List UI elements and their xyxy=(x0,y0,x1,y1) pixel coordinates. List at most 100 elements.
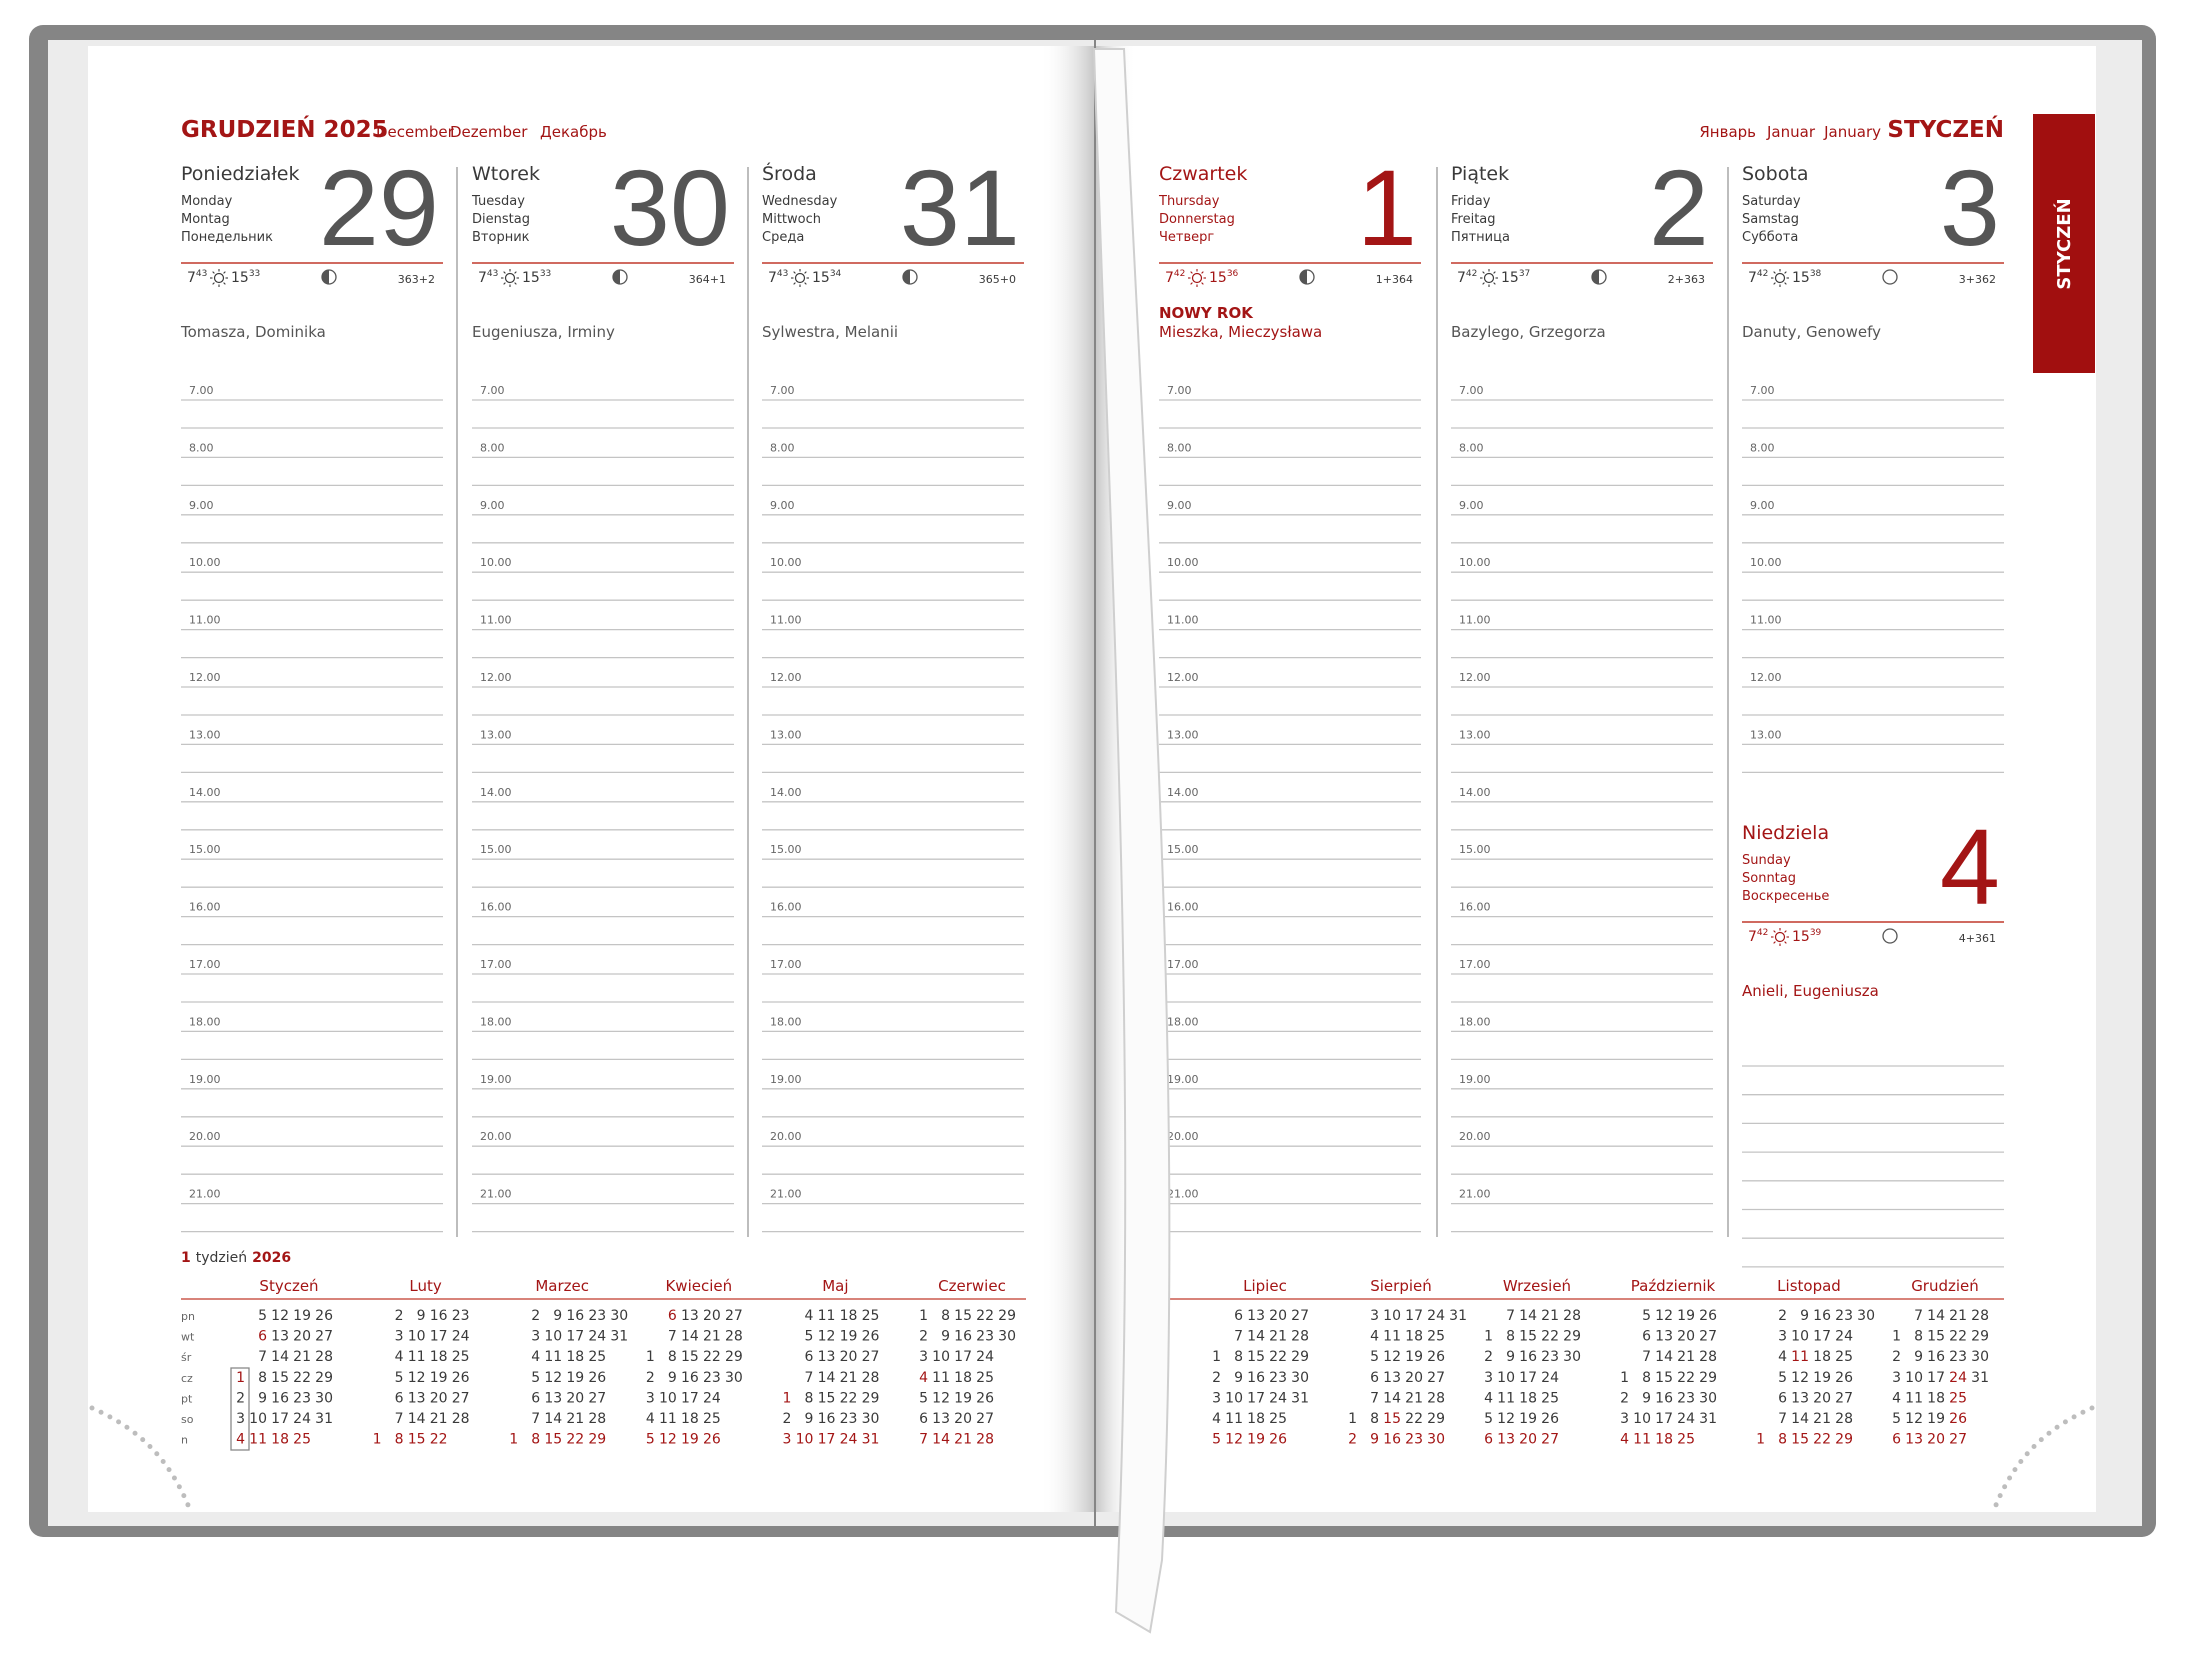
calendar-day: 17 xyxy=(566,1329,584,1345)
sunset-minute: 39 xyxy=(1810,928,1822,938)
weekday-translation: Monday xyxy=(181,194,233,209)
day-count: 4+361 xyxy=(1959,932,1996,945)
calendar-day: 14 xyxy=(544,1411,562,1427)
calendar-day: 22 xyxy=(1541,1329,1559,1345)
weekday-translation: Saturday xyxy=(1742,194,1801,209)
calendar-day: 4 xyxy=(1212,1411,1221,1427)
calendar-day: 11 xyxy=(1791,1349,1809,1365)
calendar-day: 20 xyxy=(954,1411,972,1427)
calendar-day: 20 xyxy=(1519,1432,1537,1448)
sunrise-minute: 42 xyxy=(1757,269,1768,279)
sun-times: 742 1538 xyxy=(1748,269,1822,286)
hour-label: 16.00 xyxy=(480,901,512,914)
sunrise-minute: 43 xyxy=(196,269,207,279)
calendar-day: 19 xyxy=(840,1329,858,1345)
weekday-translation: Samstag xyxy=(1742,212,1799,227)
calendar-day: 12 xyxy=(1905,1411,1923,1427)
calendar-day: 15 xyxy=(818,1390,836,1406)
calendar-day: 22 xyxy=(430,1432,448,1448)
weekday-translation: Freitag xyxy=(1451,212,1496,227)
calendar-day: 16 xyxy=(681,1370,699,1386)
hour-label: 12.00 xyxy=(1167,671,1199,684)
calendar-day: 17 xyxy=(1813,1329,1831,1345)
calendar-day: 22 xyxy=(293,1370,311,1386)
month-name: Wrzesień xyxy=(1503,1277,1571,1295)
weekday-translation: Montag xyxy=(181,212,230,227)
calendar-day: 12 xyxy=(659,1432,677,1448)
moon-shade xyxy=(613,270,620,284)
calendar-day: 18 xyxy=(271,1432,289,1448)
calendar-day: 13 xyxy=(1655,1329,1673,1345)
calendar-day: 8 xyxy=(668,1349,677,1365)
sunset-minute: 34 xyxy=(830,269,842,279)
hour-label: 19.00 xyxy=(189,1073,221,1086)
hour-label: 10.00 xyxy=(1750,556,1782,569)
calendar-day: 1 xyxy=(782,1390,791,1406)
calendar-day: 27 xyxy=(1835,1390,1853,1406)
calendar-day: 19 xyxy=(1927,1411,1945,1427)
calendar-day: 5 xyxy=(1484,1411,1493,1427)
calendar-day: 14 xyxy=(932,1432,950,1448)
calendar-day: 18 xyxy=(1247,1411,1265,1427)
calendar-day: 3 xyxy=(1212,1390,1221,1406)
hour-label: 11.00 xyxy=(770,614,802,627)
month-name: Maj xyxy=(822,1277,848,1295)
calendar-day: 15 xyxy=(1791,1432,1809,1448)
month-title: STYCZEŃ xyxy=(1887,115,2004,143)
name-days: Danuty, Genowefy xyxy=(1742,323,1881,341)
hour-label: 17.00 xyxy=(770,958,802,971)
calendar-day: 19 xyxy=(1247,1432,1265,1448)
calendar-day: 19 xyxy=(430,1370,448,1386)
calendar-day: 21 xyxy=(840,1370,858,1386)
calendar-day: 31 xyxy=(610,1329,628,1345)
calendar-day: 9 xyxy=(1800,1308,1809,1324)
hour-label: 8.00 xyxy=(189,441,214,454)
calendar-day: 31 xyxy=(1291,1390,1309,1406)
holiday: NOWY ROK xyxy=(1159,304,1254,322)
calendar-day: 3 xyxy=(1892,1370,1901,1386)
calendar-day: 7 xyxy=(1234,1329,1243,1345)
day-count: 363+2 xyxy=(398,273,435,286)
weekday-translation: Dienstag xyxy=(472,212,530,227)
hour-label: 18.00 xyxy=(189,1015,221,1028)
hour-label: 12.00 xyxy=(1459,671,1491,684)
calendar-day: 4 xyxy=(1370,1329,1379,1345)
calendar-day: 9 xyxy=(1370,1432,1379,1448)
calendar-day: 15 xyxy=(408,1432,426,1448)
calendar-day: 4 xyxy=(1778,1349,1787,1365)
hour-label: 20.00 xyxy=(1459,1130,1491,1143)
hour-label: 14.00 xyxy=(480,786,512,799)
calendar-day: 17 xyxy=(1655,1411,1673,1427)
calendar-day: 13 xyxy=(932,1411,950,1427)
weekday-translation: Friday xyxy=(1451,194,1491,209)
sunset-hour: 15 xyxy=(1792,270,1810,286)
calendar-day: 6 xyxy=(919,1411,928,1427)
calendar-day: 27 xyxy=(588,1390,606,1406)
hour-label: 15.00 xyxy=(1459,843,1491,856)
month-title: GRUDZIEŃ 2025 xyxy=(181,115,388,143)
calendar-day: 31 xyxy=(862,1432,880,1448)
hour-label: 7.00 xyxy=(1750,384,1775,397)
calendar-day: 16 xyxy=(1519,1349,1537,1365)
calendar-day: 6 xyxy=(668,1308,677,1324)
calendar-day: 14 xyxy=(681,1329,699,1345)
calendar-day: 21 xyxy=(1677,1349,1695,1365)
calendar-day: 15 xyxy=(1519,1329,1537,1345)
sun-icon xyxy=(1483,272,1495,284)
hour-label: 11.00 xyxy=(1459,614,1491,627)
calendar-day: 10 xyxy=(1633,1411,1651,1427)
calendar-day: 28 xyxy=(315,1349,333,1365)
hour-label: 13.00 xyxy=(1750,728,1782,741)
calendar-day: 22 xyxy=(703,1349,721,1365)
sun-ray xyxy=(1784,282,1787,285)
sun-times: 742 1536 xyxy=(1165,269,1239,286)
calendar-day: 22 xyxy=(1813,1432,1831,1448)
calendar-day: 23 xyxy=(293,1390,311,1406)
calendar-day: 2 xyxy=(646,1370,655,1386)
weekday: Poniedziałek xyxy=(181,163,299,185)
calendar-day: 18 xyxy=(1405,1329,1423,1345)
calendar-day: 16 xyxy=(1247,1370,1265,1386)
calendar-day: 25 xyxy=(1269,1411,1287,1427)
calendar-day: 5 xyxy=(395,1370,404,1386)
calendar-day: 23 xyxy=(1835,1308,1853,1324)
